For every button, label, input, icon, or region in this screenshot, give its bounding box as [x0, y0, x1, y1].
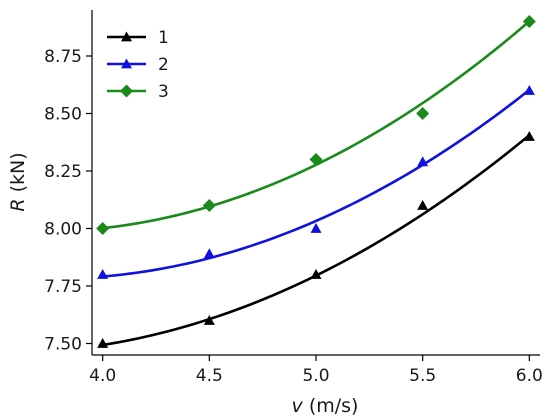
- x-tick-label: 5.5: [409, 366, 436, 386]
- series-2-point: [523, 85, 535, 95]
- y-axis-unit: (kN): [7, 152, 29, 198]
- series-1-point: [523, 131, 535, 141]
- series-3-line: [102, 20, 531, 230]
- series-2-point: [203, 248, 215, 259]
- series-1-point: [310, 269, 322, 279]
- y-tick-label: 8.25: [44, 162, 82, 182]
- legend-label: 1: [158, 28, 169, 48]
- y-tick-label: 8.00: [44, 220, 82, 240]
- x-axis-title: v (m/s): [292, 395, 359, 417]
- series-3-point: [416, 107, 430, 120]
- y-axis-title: R (kN): [7, 152, 29, 211]
- legend-marker: [121, 58, 132, 69]
- x-axis-var: v: [292, 395, 304, 417]
- series-3-point: [202, 199, 216, 212]
- x-tick-label: 4.5: [196, 366, 223, 386]
- legend-marker: [121, 31, 132, 42]
- series-2-line: [102, 88, 531, 278]
- series-2-point: [310, 223, 322, 233]
- legend-label: 2: [158, 55, 169, 75]
- series-3-point: [522, 15, 536, 28]
- legend: 1 2 3: [107, 28, 169, 102]
- series-2-point: [417, 156, 429, 167]
- y-ticks: 7.50 7.75 8.00 8.25 8.50 8.75: [44, 47, 92, 355]
- data-markers: [96, 15, 536, 348]
- series-2-point: [97, 269, 109, 279]
- series-3-point: [96, 222, 110, 235]
- x-ticks: 4.0 4.5 5.0 5.5 6.0: [89, 355, 543, 386]
- series-1-point: [203, 315, 215, 325]
- series-1-line: [102, 134, 531, 347]
- legend-marker: [120, 84, 133, 98]
- series-1-point: [417, 200, 429, 210]
- x-tick-label: 4.0: [89, 366, 116, 386]
- y-axis-var: R: [7, 198, 29, 211]
- y-tick-label: 8.50: [44, 105, 82, 125]
- x-tick-label: 6.0: [516, 366, 543, 386]
- series-1-point: [97, 338, 109, 348]
- y-tick-label: 8.75: [44, 47, 82, 67]
- y-tick-label: 7.75: [44, 277, 82, 297]
- x-axis-unit: (m/s): [303, 395, 359, 417]
- y-tick-label: 7.50: [44, 335, 82, 355]
- legend-label: 3: [158, 82, 169, 102]
- series-3-point: [309, 153, 323, 166]
- x-tick-label: 5.0: [302, 366, 329, 386]
